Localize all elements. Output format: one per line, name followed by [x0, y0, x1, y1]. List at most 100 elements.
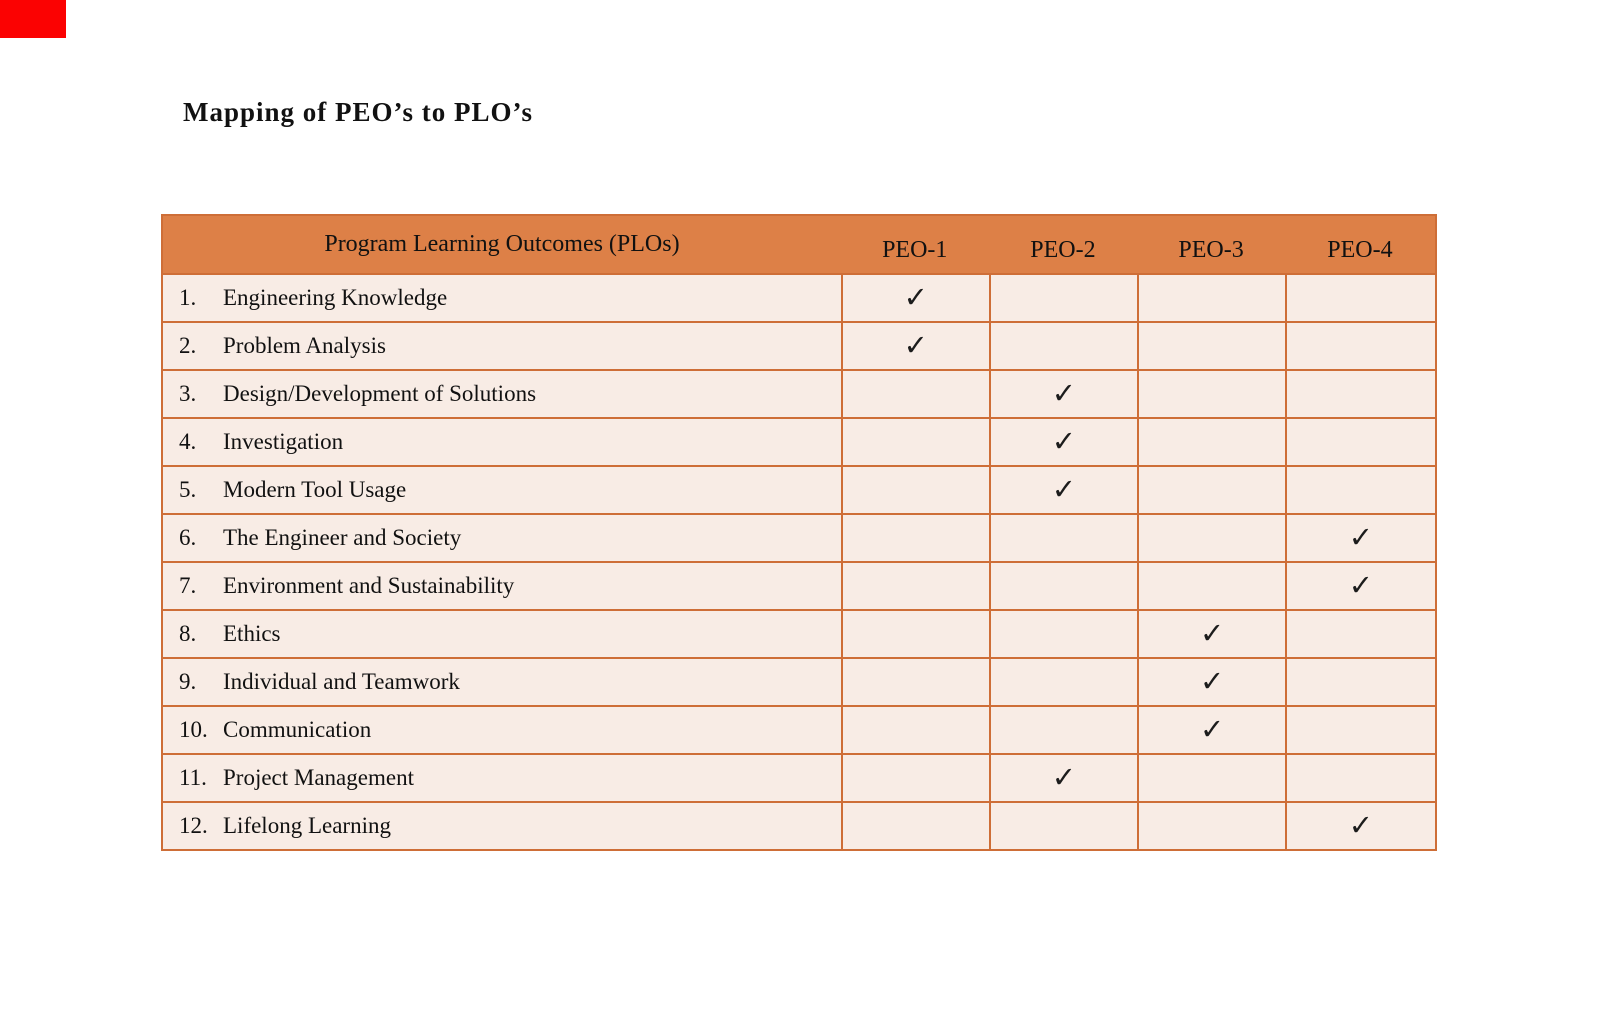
check-cell-peo1 [840, 515, 989, 561]
plo-label-cell: 3. Design/Development of Solutions [163, 371, 841, 417]
table-row: 5. Modern Tool Usage ✓ [163, 465, 1435, 513]
table-row: 7. Environment and Sustainability ✓ [163, 561, 1435, 609]
table-row: 9. Individual and Teamwork ✓ [163, 657, 1435, 705]
check-cell-peo4 [1284, 323, 1435, 369]
table-row: 2. Problem Analysis ✓ [163, 321, 1435, 369]
check-cell-peo3: ✓ [1137, 707, 1285, 753]
row-number: 2. [179, 333, 197, 358]
header-peo-3: PEO-3 [1178, 237, 1244, 263]
row-label: Communication [223, 717, 372, 742]
check-cell-peo4 [1284, 275, 1435, 321]
check-cell-peo4 [1284, 467, 1435, 513]
check-cell-peo2 [988, 659, 1138, 705]
row-number: 6. [179, 525, 197, 550]
check-cell-peo3 [1137, 515, 1285, 561]
plo-label-cell: 5. Modern Tool Usage [163, 467, 841, 513]
check-cell-peo3 [1137, 803, 1285, 849]
table-row: 11. Project Management ✓ [163, 753, 1435, 801]
check-cell-peo1 [840, 467, 989, 513]
check-cell-peo1: ✓ [840, 275, 989, 321]
row-number: 8. [179, 621, 197, 646]
check-cell-peo1 [840, 611, 989, 657]
row-label: Modern Tool Usage [223, 477, 407, 502]
check-cell-peo2: ✓ [988, 371, 1138, 417]
plo-label-cell: 11. Project Management [163, 755, 841, 801]
row-label: Project Management [223, 765, 414, 790]
check-cell-peo3 [1137, 563, 1285, 609]
red-corner-marker [0, 0, 66, 38]
row-label: Environment and Sustainability [223, 573, 515, 598]
plo-label-cell: 9. Individual and Teamwork [163, 659, 841, 705]
check-cell-peo2 [988, 611, 1138, 657]
check-cell-peo4: ✓ [1284, 803, 1435, 849]
plo-label-cell: 8. Ethics [163, 611, 841, 657]
plo-label-cell: 2. Problem Analysis [163, 323, 841, 369]
check-cell-peo4 [1284, 755, 1435, 801]
row-label: Engineering Knowledge [223, 285, 448, 310]
plo-label-cell: 4. Investigation [163, 419, 841, 465]
row-number: 7. [179, 573, 197, 598]
plo-label-cell: 7. Environment and Sustainability [163, 563, 841, 609]
check-cell-peo4 [1284, 371, 1435, 417]
table-header-row: Program Learning Outcomes (PLOs) PEO-1 P… [163, 216, 1435, 273]
check-cell-peo3 [1137, 371, 1285, 417]
row-number: 3. [179, 381, 197, 406]
row-label: The Engineer and Society [223, 525, 462, 550]
check-cell-peo2 [988, 707, 1138, 753]
check-cell-peo2 [988, 323, 1138, 369]
row-label: Investigation [223, 429, 344, 454]
row-number: 5. [179, 477, 197, 502]
check-cell-peo4 [1284, 707, 1435, 753]
table-row: 4. Investigation ✓ [163, 417, 1435, 465]
table-row: 12. Lifelong Learning ✓ [163, 801, 1435, 849]
check-cell-peo3 [1137, 323, 1285, 369]
table-row: 8. Ethics ✓ [163, 609, 1435, 657]
check-cell-peo4: ✓ [1284, 515, 1435, 561]
row-number: 12. [179, 813, 208, 838]
check-cell-peo3 [1137, 419, 1285, 465]
check-cell-peo2 [988, 803, 1138, 849]
check-cell-peo1 [840, 803, 989, 849]
check-cell-peo1 [840, 755, 989, 801]
check-cell-peo1: ✓ [840, 323, 989, 369]
page-title: Mapping of PEO’s to PLO’s [183, 97, 534, 127]
row-number: 10. [179, 717, 208, 742]
plo-label-cell: 6. The Engineer and Society [163, 515, 841, 561]
table-row: 6. The Engineer and Society ✓ [163, 513, 1435, 561]
plo-label-cell: 10. Communication [163, 707, 841, 753]
check-cell-peo4 [1284, 659, 1435, 705]
check-cell-peo1 [840, 707, 989, 753]
check-cell-peo3 [1137, 755, 1285, 801]
table-row: 1. Engineering Knowledge ✓ [163, 273, 1435, 321]
row-label: Individual and Teamwork [223, 669, 460, 694]
check-cell-peo2: ✓ [988, 419, 1138, 465]
check-cell-peo3: ✓ [1137, 611, 1285, 657]
row-number: 9. [179, 669, 197, 694]
check-cell-peo3: ✓ [1137, 659, 1285, 705]
plo-label-cell: 1. Engineering Knowledge [163, 275, 841, 321]
check-cell-peo1 [840, 659, 989, 705]
row-number: 4. [179, 429, 197, 454]
row-label: Lifelong Learning [223, 813, 391, 838]
row-label: Problem Analysis [223, 333, 386, 358]
check-cell-peo4 [1284, 611, 1435, 657]
check-cell-peo1 [840, 563, 989, 609]
check-cell-peo3 [1137, 467, 1285, 513]
header-peo-1: PEO-1 [882, 237, 948, 263]
row-number: 1. [179, 285, 197, 310]
row-number: 11. [179, 765, 207, 790]
check-cell-peo3 [1137, 275, 1285, 321]
check-cell-peo1 [840, 419, 989, 465]
check-cell-peo2 [988, 515, 1138, 561]
header-peo-4: PEO-4 [1327, 237, 1393, 263]
header-peo-2: PEO-2 [1030, 237, 1096, 263]
check-cell-peo2 [988, 563, 1138, 609]
check-cell-peo1 [840, 371, 989, 417]
peo-plo-mapping-table: Program Learning Outcomes (PLOs) PEO-1 P… [161, 214, 1437, 851]
plo-label-cell: 12. Lifelong Learning [163, 803, 841, 849]
check-cell-peo2: ✓ [988, 467, 1138, 513]
table-row: 3. Design/Development of Solutions ✓ [163, 369, 1435, 417]
table-row: 10. Communication ✓ [163, 705, 1435, 753]
row-label: Design/Development of Solutions [223, 381, 537, 406]
